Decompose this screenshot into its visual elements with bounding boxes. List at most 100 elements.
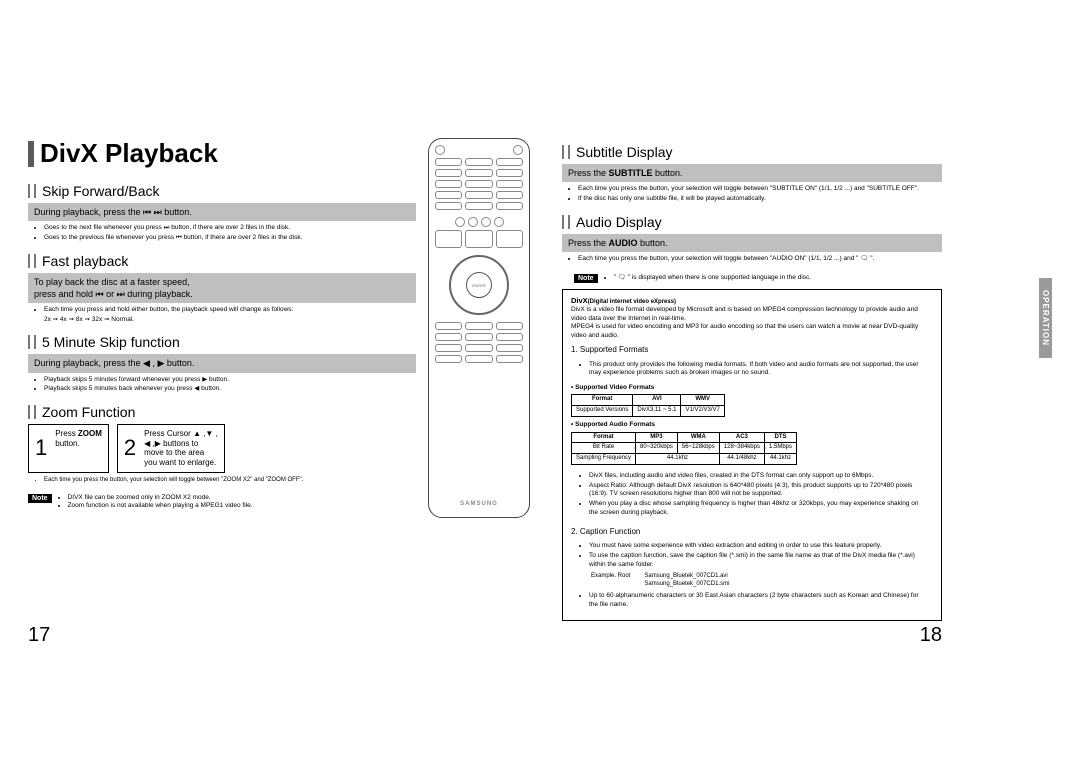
audio-display-heading: Audio Display: [562, 214, 942, 230]
remote-btn: [496, 344, 523, 352]
vf-r1: Supported Versions: [572, 406, 633, 417]
subtitle-bar-text: Press the SUBTITLE button.: [568, 168, 683, 178]
remote-btn: [465, 322, 492, 330]
af-r1c1: Bit Rate: [572, 443, 636, 454]
audio-bar-text: Press the AUDIO button.: [568, 238, 668, 248]
fast-bullet-2: 2x ➞ 4x ➞ 8x ➞ 32x ➞ Normal.: [44, 316, 410, 325]
five-minute-skip-heading: 5 Minute Skip function: [28, 334, 416, 350]
remote-btn: [496, 355, 523, 363]
remote-logo: SAMSUNG: [460, 501, 498, 507]
main-title: DivX Playback: [28, 138, 416, 169]
zoom-note-1: DIVX file can be zoomed only in ZOOM X2 …: [68, 494, 253, 502]
zoom-step-1-num: 1: [29, 425, 53, 471]
remote-control-illustration: SAMSUNG: [428, 138, 530, 518]
remote-dot: [513, 145, 523, 155]
skip-forward-back-heading: Skip Forward/Back: [28, 183, 416, 199]
page-number-right: 18: [920, 624, 942, 647]
skip-bullets: Goes to the next file whenever you press…: [28, 221, 416, 247]
divx-info-box: DivX(Digital internet video eXpress) Div…: [562, 289, 942, 621]
divx-post-3: When you play a disc whose sampling freq…: [589, 500, 927, 518]
zoom-step-2-l1: Press Cursor ▲ ,▼ ,: [144, 429, 218, 438]
zoom-sub-bullet: Each time you press the button, your sel…: [28, 473, 416, 488]
caption-example-label: Example. Root: [591, 573, 630, 589]
remote-btn: [496, 191, 523, 199]
af-r2c1: Sampling Frequency: [572, 454, 636, 465]
vf-h1: Format: [572, 395, 633, 406]
caption-bullets-2: Up to 60 alphanumeric characters or 30 E…: [571, 589, 933, 614]
remote-btn: [496, 230, 523, 248]
audio-formats-label-text: Supported Audio Formats: [575, 421, 655, 428]
caption-bullet-2: To use the caption function, save the ca…: [589, 552, 927, 570]
caption-example-file-2: Samsung_Bluetek_007CD1.smi: [644, 581, 729, 587]
remote-btn: [496, 333, 523, 341]
remote-column: SAMSUNG: [424, 138, 534, 621]
divx-post-bullets: DivX files, including audio and video fi…: [571, 469, 933, 522]
remote-dot: [468, 217, 478, 227]
caption-example-file-1: Samsung_Bluetek_007CD1.avi: [644, 573, 727, 579]
vf-h2: AVI: [633, 395, 681, 406]
page-number-left: 17: [28, 624, 50, 647]
af-h4: AC3: [719, 432, 764, 443]
zoom-step-2-l4: you want to enlarge.: [144, 458, 216, 467]
remote-btn: [465, 158, 492, 166]
remote-btn: [465, 202, 492, 210]
remote-btn: [465, 355, 492, 363]
divx-box-heading: DivX(Digital internet video eXpress): [571, 296, 933, 307]
remote-btn: [465, 333, 492, 341]
af-r1c5: 1.5Mbps: [764, 443, 796, 454]
remote-btn: [435, 202, 462, 210]
vf-r2: DivX3.11 ~ 5.1: [633, 406, 681, 417]
zoom-sub-bullet-text: Each time you press the button, your sel…: [44, 476, 410, 484]
remote-btn: [496, 180, 523, 188]
remote-btn: [465, 180, 492, 188]
five-bullets: Playback skips 5 minutes forward wheneve…: [28, 373, 416, 399]
remote-btn: [435, 158, 462, 166]
remote-dpad: [449, 255, 509, 315]
zoom-step-2-l3: move to the area: [144, 448, 204, 457]
right-page: Subtitle Display Press the SUBTITLE butt…: [562, 138, 942, 621]
af-h5: DTS: [764, 432, 796, 443]
remote-btn: [435, 355, 462, 363]
five-bar-text: During playback, press the ◀ , ▶ button.: [34, 358, 194, 368]
divx-intro: DivX is a video file format developed by…: [571, 306, 933, 340]
zoom-note-row: Note DIVX file can be zoomed only in ZOO…: [28, 494, 416, 511]
note-badge: Note: [28, 494, 52, 503]
zoom-step-1-l2: button.: [55, 439, 79, 448]
zoom-step-2-text: Press Cursor ▲ ,▼ , ◀ ,▶ buttons to move…: [142, 425, 224, 471]
remote-btn: [496, 322, 523, 330]
af-h3: WMA: [677, 432, 719, 443]
video-formats-label: • Supported Video Formats: [571, 384, 933, 392]
af-r1c4: 128~384kbps: [719, 443, 764, 454]
subtitle-bullet-1: Each time you press the button, your sel…: [578, 185, 936, 194]
remote-btn: [435, 191, 462, 199]
remote-btn: [435, 169, 462, 177]
af-r2c3: 44.1/48khz: [719, 454, 764, 465]
remote-btn: [465, 230, 492, 248]
audio-bullets: Each time you press the button, your sel…: [562, 252, 942, 268]
fast-bullets: Each time you press and hold either butt…: [28, 303, 416, 329]
skip-bullet-1: Goes to the next file whenever you press…: [44, 224, 410, 233]
remote-btn: [496, 169, 523, 177]
af-r1c2: 80~320kbps: [636, 443, 678, 454]
caption-example-files: Samsung_Bluetek_007CD1.avi Samsung_Bluet…: [644, 573, 729, 589]
five-instruction-bar: During playback, press the ◀ , ▶ button.: [28, 354, 416, 372]
skip-bullet-2: Goes to the previous file whenever you p…: [44, 234, 410, 243]
divx-head-sub: (Digital internet video eXpress): [588, 299, 676, 305]
remote-dot: [435, 145, 445, 155]
divx-post-1: DivX files, including audio and video fi…: [589, 472, 927, 481]
caption-bullet-3: Up to 60 alphanumeric characters or 30 E…: [589, 592, 927, 610]
left-page: DivX Playback Skip Forward/Back During p…: [28, 138, 416, 621]
subtitle-display-heading: Subtitle Display: [562, 144, 942, 160]
fast-playback-heading: Fast playback: [28, 253, 416, 269]
zoom-note-text: DIVX file can be zoomed only in ZOOM X2 …: [58, 494, 253, 511]
audio-note-1: " 🗨 " is displayed when there is one sup…: [614, 274, 812, 282]
supported-formats-note: This product only provides the following…: [571, 358, 933, 383]
af-h1: Format: [572, 432, 636, 443]
supported-formats-note-text: This product only provides the following…: [589, 361, 927, 379]
remote-dot: [481, 217, 491, 227]
zoom-step-1-l1: Press ZOOM: [55, 429, 102, 438]
caption-bullets: You must have some experience with video…: [571, 539, 933, 573]
remote-btn: [435, 180, 462, 188]
zoom-step-2-num: 2: [118, 425, 142, 471]
remote-btn: [465, 344, 492, 352]
